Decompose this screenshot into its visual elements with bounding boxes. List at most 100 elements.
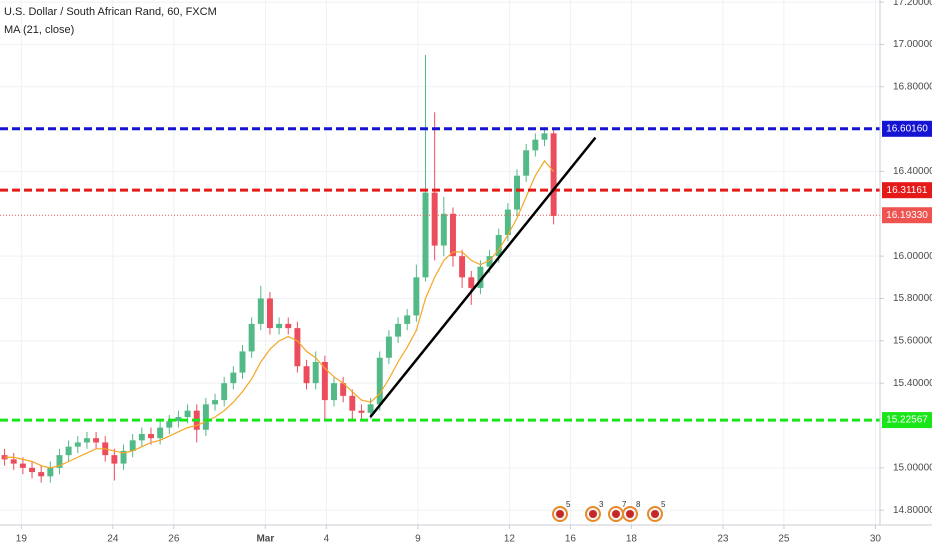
candle-body [230, 372, 237, 384]
candle-body [285, 323, 292, 329]
candle-body [202, 404, 209, 430]
candle-body [93, 438, 100, 443]
plot-area [0, 0, 880, 525]
candle-body [120, 450, 127, 464]
y-tick-label: 15.60000 [893, 335, 932, 346]
candle-body [459, 256, 466, 278]
y-tick-label: 14.80000 [893, 505, 932, 516]
candle-body [129, 440, 136, 451]
event-count: 5 [661, 500, 666, 509]
candle-body [166, 421, 173, 428]
candle-body [486, 256, 493, 267]
candle-body [504, 209, 511, 235]
candle-body [83, 438, 90, 443]
price-level-box [882, 412, 932, 429]
x-tick-label: 26 [168, 534, 180, 545]
candle-body [495, 234, 502, 257]
candle-body [38, 472, 45, 477]
indicator-label: MA (21, close) [4, 24, 74, 36]
y-tick-label: 15.00000 [893, 462, 932, 473]
y-tick-label: 15.80000 [893, 293, 932, 304]
symbol-title: U.S. Dollar / South African Rand, 60, FX… [4, 6, 217, 18]
candle-body [431, 192, 438, 246]
event-count: 7 [622, 500, 627, 509]
candle-body [367, 404, 374, 413]
event-count: 8 [636, 500, 641, 509]
candle-body [376, 357, 383, 405]
candle-body [358, 410, 365, 413]
event-flag [589, 510, 597, 518]
y-tick-label: 16.40000 [893, 166, 932, 177]
candle-body [221, 383, 228, 401]
candle-body [257, 298, 264, 324]
event-flag [626, 510, 634, 518]
candle-body [248, 323, 255, 352]
candle-body [514, 175, 520, 210]
event-count: 5 [566, 500, 571, 509]
y-tick-label: 17.00000 [893, 39, 932, 50]
candle-body [440, 213, 447, 246]
x-tick-label: 30 [870, 534, 882, 545]
candle-body [47, 467, 54, 477]
candle-body [29, 467, 36, 473]
candle-body [294, 328, 301, 367]
candle-body [74, 442, 81, 447]
candle-body [477, 266, 484, 288]
candle-body [340, 383, 347, 396]
x-tick-label: 9 [415, 534, 421, 545]
event-flag [651, 510, 659, 518]
candle-body [331, 383, 337, 401]
candle-body [239, 351, 246, 373]
candle-body [349, 395, 356, 411]
price-level-box [882, 207, 932, 224]
candle-body [523, 150, 530, 176]
x-tick-label: 12 [504, 534, 516, 545]
event-count: 3 [599, 500, 604, 509]
x-tick-label: 25 [778, 534, 790, 545]
candle-body [404, 315, 411, 324]
candle-body [541, 133, 548, 140]
candle-body [10, 459, 17, 464]
candle-body [175, 417, 182, 422]
candle-body [413, 277, 420, 316]
candle-body [157, 427, 164, 439]
candle-body [385, 336, 392, 358]
candle-body [212, 400, 219, 405]
candle-body [266, 298, 273, 329]
candle-body [321, 361, 328, 401]
candle-body [56, 455, 63, 468]
event-flag [556, 510, 564, 518]
candle-body [532, 139, 539, 151]
candle-body [138, 433, 145, 441]
candle-body [312, 361, 319, 384]
x-tick-label: Mar [256, 534, 274, 545]
candle-body [111, 455, 118, 464]
price-level-label: 16.60160 [886, 123, 928, 134]
x-tick-label: 16 [565, 534, 577, 545]
x-tick-label: 23 [717, 534, 729, 545]
candle-body [422, 192, 429, 278]
candle-body [19, 463, 26, 468]
candle-body [468, 277, 475, 288]
candle-body [65, 446, 72, 456]
candle-body [303, 366, 310, 384]
candle-body [184, 410, 191, 418]
y-tick-label: 17.20000 [893, 0, 932, 8]
x-tick-label: 4 [324, 534, 330, 545]
candle-body [449, 213, 456, 257]
candle-body [550, 133, 557, 216]
candle-body [395, 323, 402, 337]
price-level-box [882, 120, 932, 137]
candle-body [276, 323, 283, 329]
x-tick-label: 24 [107, 534, 119, 545]
candle-body [148, 433, 154, 439]
moving-average [4, 159, 555, 469]
x-tick-label: 19 [16, 534, 28, 545]
x-tick-label: 18 [626, 534, 638, 545]
trendline [369, 136, 597, 418]
price-level-label: 16.31161 [887, 185, 928, 196]
y-tick-label: 16.00000 [893, 251, 932, 262]
event-flag [612, 510, 620, 518]
